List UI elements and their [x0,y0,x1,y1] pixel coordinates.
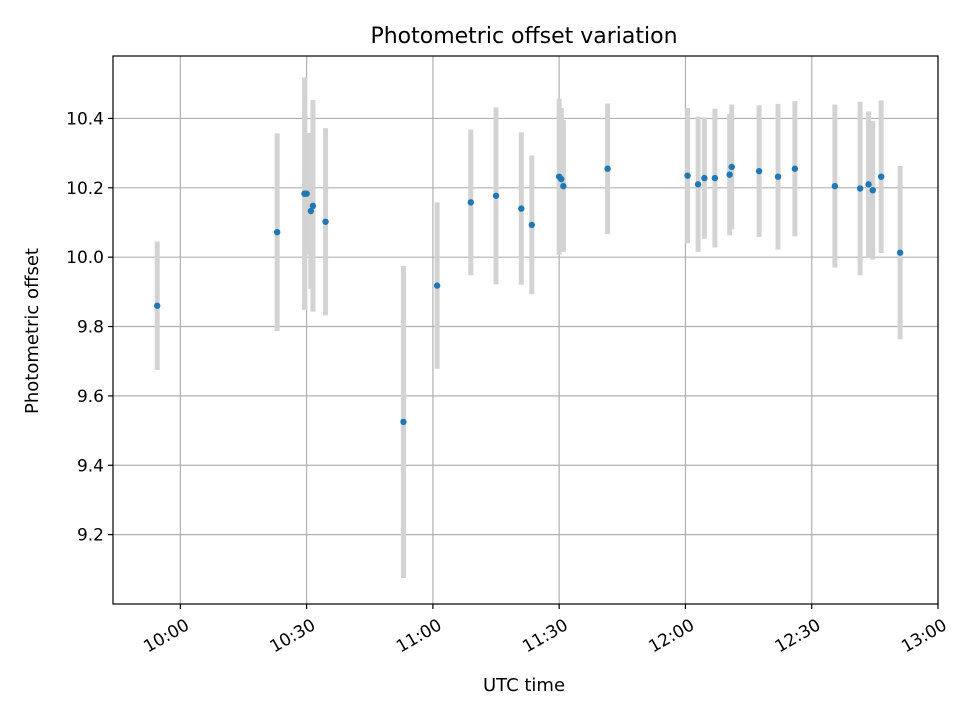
data-point [309,202,317,210]
grid [113,56,939,604]
data-point [694,181,702,188]
y-tick-label: 9.6 [77,387,104,407]
y-tick-label: 9.8 [77,318,104,338]
x-axis-label: UTC time [483,675,565,696]
data-point [865,181,872,188]
y-axis-label: Photometric offset [22,248,43,414]
data-point [303,190,310,197]
data-point [273,228,281,236]
y-tick-label: 10.4 [66,109,104,129]
data-point [558,175,565,183]
y-ticks: 9.2 9.4 9.6 9.8 10.0 10.2 10.4 [66,109,113,546]
y-tick-label: 10.0 [66,248,104,268]
data-point [400,418,407,426]
data-point [896,249,904,256]
data-point [684,172,691,179]
data-point [560,182,567,190]
data-point [877,173,885,180]
data-point [869,187,876,194]
y-tick-label: 9.4 [77,456,104,476]
data-point [604,165,611,172]
data-point [701,174,708,182]
data-point [755,167,763,175]
data-point [467,199,474,206]
data-points [153,163,904,426]
data-point [856,185,864,192]
data-point [728,163,735,171]
data-point [791,165,799,172]
data-point [307,207,315,215]
data-point [153,302,161,309]
data-point [774,173,782,180]
data-point [711,174,719,182]
data-point [518,205,525,212]
data-point [528,221,536,229]
data-point [726,171,733,178]
data-point [433,282,441,289]
data-point [492,192,500,199]
plot-frame [112,55,939,605]
data-point [322,218,329,225]
data-point [831,182,839,190]
y-tick-label: 9.2 [77,526,104,546]
y-tick-label: 10.2 [66,179,104,199]
chart-title: Photometric offset variation [370,24,677,49]
